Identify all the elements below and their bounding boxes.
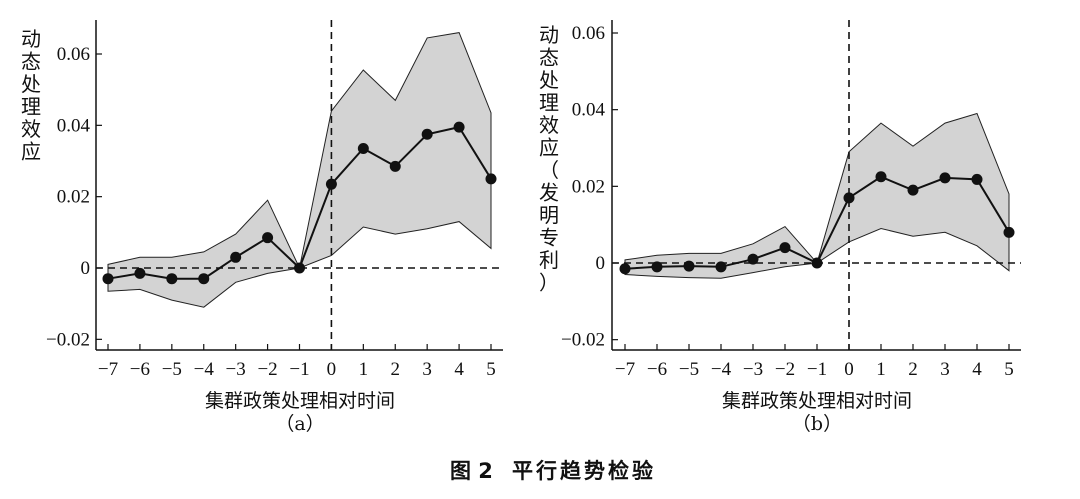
data-point bbox=[262, 232, 274, 244]
data-point-group bbox=[102, 121, 497, 285]
data-point bbox=[651, 261, 663, 273]
y-tick-label: 0.04 bbox=[57, 115, 91, 136]
x-axis-title: 集群政策处理相对时间 bbox=[205, 390, 395, 412]
data-point bbox=[453, 121, 465, 133]
x-tick-label: −4 bbox=[711, 359, 732, 380]
data-point bbox=[166, 273, 178, 285]
data-point bbox=[683, 260, 695, 272]
confidence-band bbox=[107, 32, 492, 308]
x-tick-label: 4 bbox=[454, 359, 464, 380]
x-tick-label: −2 bbox=[257, 359, 277, 380]
data-point bbox=[715, 261, 727, 273]
data-point bbox=[102, 273, 114, 285]
y-tick-label: −0.02 bbox=[46, 329, 90, 350]
data-point bbox=[421, 128, 433, 140]
x-tick-label: 3 bbox=[422, 359, 432, 380]
y-tick-label: 0.02 bbox=[57, 187, 90, 208]
data-point bbox=[198, 273, 210, 285]
data-point bbox=[843, 192, 855, 204]
data-point bbox=[971, 173, 983, 185]
data-point bbox=[357, 143, 369, 155]
ci-band-group bbox=[624, 112, 1010, 279]
panel-label-b: （b） bbox=[792, 413, 842, 435]
x-tick-label: −6 bbox=[647, 359, 667, 380]
data-point bbox=[294, 262, 305, 274]
y-tick-label: −0.02 bbox=[561, 330, 605, 351]
y-tick-label: 0 bbox=[81, 258, 91, 279]
x-tick-label: 1 bbox=[876, 359, 886, 380]
data-point bbox=[875, 171, 887, 183]
data-point bbox=[485, 173, 497, 185]
x-tick-label: −1 bbox=[289, 359, 309, 380]
data-point bbox=[779, 242, 791, 254]
data-point bbox=[325, 178, 337, 190]
y-tick-labels: −0.02 0 0.02 0.04 0.06 bbox=[561, 23, 605, 351]
x-tick-label: −7 bbox=[615, 359, 635, 380]
data-point-group bbox=[619, 171, 1015, 275]
x-tick-label: −7 bbox=[98, 359, 118, 380]
x-tick-label: 5 bbox=[486, 359, 496, 380]
x-tick-label: −4 bbox=[194, 359, 215, 380]
x-tick-labels: −7 −6 −5 −4 −3 −2 −1 0 1 2 3 4 5 bbox=[98, 359, 496, 380]
data-point bbox=[747, 253, 759, 265]
data-point bbox=[1003, 226, 1015, 238]
reference-lines bbox=[96, 20, 503, 350]
x-tick-label: −3 bbox=[226, 359, 246, 380]
x-tick-label: 0 bbox=[327, 359, 337, 380]
x-tick-label: −5 bbox=[162, 359, 182, 380]
x-tick-label: −5 bbox=[679, 359, 699, 380]
figure-caption: 图 2 平行趋势检验 bbox=[450, 459, 656, 483]
x-tick-label: −3 bbox=[743, 359, 763, 380]
data-point bbox=[230, 251, 242, 263]
data-point bbox=[389, 160, 401, 172]
data-point bbox=[939, 172, 951, 184]
data-point bbox=[907, 184, 919, 196]
ci-band-group bbox=[107, 32, 492, 308]
data-point bbox=[619, 263, 631, 275]
panel-label-a: （a） bbox=[275, 413, 324, 435]
x-tick-label: −2 bbox=[775, 359, 795, 380]
axes bbox=[611, 20, 1021, 351]
x-tick-label: 2 bbox=[391, 359, 401, 380]
x-tick-label: 1 bbox=[359, 359, 369, 380]
axes bbox=[95, 20, 503, 351]
confidence-band bbox=[624, 112, 1010, 279]
y-axis-title: 动态处理效应 bbox=[21, 27, 41, 164]
x-tick-label: 0 bbox=[844, 359, 854, 380]
y-tick-label: 0.04 bbox=[572, 100, 606, 121]
caption-number: 图 2 bbox=[450, 459, 493, 483]
data-point bbox=[134, 267, 146, 279]
x-tick-label: 3 bbox=[940, 359, 950, 380]
x-tick-labels: −7 −6 −5 −4 −3 −2 −1 0 1 2 3 4 5 bbox=[615, 359, 1014, 380]
y-tick-label: 0.06 bbox=[572, 23, 605, 44]
y-tick-label: 0.02 bbox=[572, 176, 605, 197]
y-axis-title: 动态处理效应（发明专利） bbox=[539, 23, 559, 295]
x-axis-title: 集群政策处理相对时间 bbox=[722, 390, 912, 412]
y-tick-label: 0 bbox=[596, 253, 606, 274]
x-tick-label: 2 bbox=[908, 359, 918, 380]
y-tick-labels: −0.02 0 0.02 0.04 0.06 bbox=[46, 44, 90, 350]
y-tick-label: 0.06 bbox=[57, 44, 90, 65]
x-tick-label: 5 bbox=[1004, 359, 1014, 380]
x-tick-label: 4 bbox=[972, 359, 982, 380]
caption-title: 平行趋势检验 bbox=[512, 459, 656, 483]
data-point bbox=[811, 257, 823, 269]
x-tick-label: −1 bbox=[807, 359, 827, 380]
x-tick-label: −6 bbox=[130, 359, 150, 380]
